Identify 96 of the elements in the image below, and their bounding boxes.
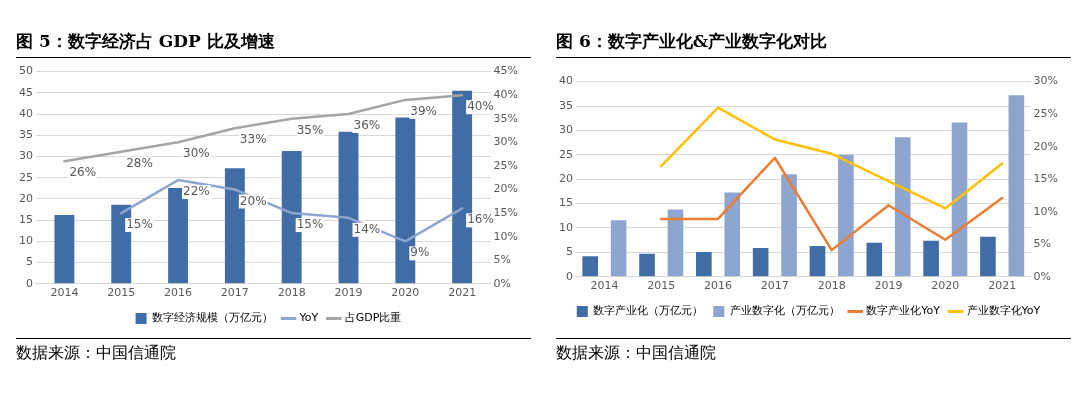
data-label: 22% — [183, 184, 210, 199]
legend-label: 数字经济规模（万亿元） — [152, 311, 274, 325]
y-tick-label: 15 — [19, 213, 33, 226]
bar — [781, 174, 797, 277]
data-label: 30% — [183, 146, 210, 161]
y-tick-label: 35 — [559, 98, 573, 112]
source-note: 数据来源：中国信通院 — [16, 338, 531, 364]
bar — [724, 192, 741, 277]
x-tick-label: 2014 — [50, 286, 79, 300]
x-tick-label: 2016 — [164, 286, 193, 300]
bar — [667, 209, 684, 277]
y-tick-label: 15 — [559, 196, 573, 210]
bar — [894, 137, 911, 277]
y-tick-label: 20 — [19, 191, 33, 205]
bar — [951, 122, 968, 277]
data-label: 33% — [239, 132, 267, 147]
data-label: 20% — [239, 193, 267, 208]
y2-tick-label: 15% — [493, 205, 518, 219]
bar — [980, 236, 996, 277]
data-label: 15% — [296, 217, 324, 232]
legend-label: 占GDP比重 — [344, 311, 402, 325]
bar — [1008, 95, 1025, 277]
data-label: 40% — [467, 99, 494, 114]
data-label: 39% — [410, 104, 437, 119]
y-tick-label: 45 — [19, 85, 33, 99]
data-label: 28% — [126, 155, 153, 170]
x-tick-label: 2021 — [988, 279, 1017, 293]
y2-tick-label: 40% — [493, 88, 518, 102]
y2-tick-label: 30% — [493, 135, 518, 149]
y-tick-label: 10 — [559, 220, 573, 234]
y2-tick-label: 20% — [493, 182, 518, 196]
y2-tick-label: 10% — [493, 229, 518, 243]
bar — [923, 240, 939, 277]
y-tick-label: 25 — [19, 170, 33, 184]
y2-tick-label: 0% — [1033, 269, 1051, 283]
bar — [610, 220, 627, 277]
x-tick-label: 2015 — [107, 286, 136, 300]
y2-tick-label: 0% — [493, 276, 511, 290]
y2-tick-label: 10% — [1033, 204, 1058, 218]
y-tick-label: 25 — [559, 147, 573, 161]
data-label: 14% — [353, 221, 381, 236]
bar — [809, 246, 826, 277]
bar — [838, 154, 854, 277]
x-tick-label: 2018 — [277, 286, 306, 300]
y2-tick-label: 30% — [1033, 74, 1058, 88]
legend-label: 数字产业化YoY — [866, 304, 941, 318]
x-tick-label: 2017 — [760, 279, 789, 293]
x-tick-label: 2015 — [647, 279, 676, 293]
x-tick-label: 2020 — [391, 286, 420, 300]
y2-tick-label: 45% — [493, 64, 518, 78]
x-tick-label: 2016 — [704, 279, 733, 293]
y-tick-label: 5 — [566, 245, 573, 259]
y-tick-label: 0 — [26, 276, 33, 290]
source-note: 数据来源：中国信通院 — [556, 338, 1071, 364]
x-tick-label: 2014 — [590, 279, 619, 293]
y-tick-label: 30 — [19, 149, 33, 163]
bar — [866, 242, 883, 277]
bar — [54, 215, 75, 284]
y-tick-label: 40 — [19, 106, 33, 120]
y2-tick-label: 35% — [493, 111, 518, 125]
bar — [582, 256, 599, 277]
data-label: 26% — [69, 165, 97, 180]
y-tick-label: 5 — [26, 255, 33, 269]
bar — [696, 251, 712, 277]
data-label: 15% — [126, 217, 153, 232]
y2-tick-label: 5% — [1033, 237, 1051, 251]
y2-tick-label: 5% — [493, 253, 511, 267]
legend-label: 产业数字化（万亿元） — [729, 304, 840, 318]
y2-tick-label: 25% — [1033, 106, 1058, 120]
legend-label: 产业数字化YoY — [966, 304, 1041, 318]
x-tick-label: 2020 — [931, 279, 960, 293]
bar — [639, 253, 655, 277]
y-tick-label: 20 — [559, 172, 573, 186]
data-label: 36% — [353, 118, 381, 133]
data-label: 35% — [296, 122, 324, 137]
chart-title: 图 6：数字产业化&产业数字化对比 — [556, 30, 1071, 58]
x-tick-label: 2017 — [220, 286, 249, 300]
data-label: 9% — [410, 245, 430, 260]
x-tick-label: 2019 — [334, 286, 363, 300]
y-tick-label: 10 — [19, 234, 33, 248]
data-label: 16% — [467, 212, 494, 227]
y2-tick-label: 15% — [1033, 172, 1058, 186]
y-tick-label: 30 — [559, 123, 573, 137]
y-tick-label: 0 — [566, 269, 573, 283]
legend-label: 数字产业化（万亿元） — [593, 304, 704, 318]
y2-tick-label: 25% — [493, 158, 518, 172]
x-tick-label: 2018 — [817, 279, 846, 293]
chart-title: 图 5：数字经济占 GDP 比及增速 — [16, 30, 531, 58]
y-tick-label: 50 — [19, 64, 33, 78]
bar — [752, 248, 769, 277]
y2-tick-label: 20% — [1033, 139, 1058, 153]
y-tick-label: 35 — [19, 128, 33, 142]
y-tick-label: 40 — [559, 74, 573, 88]
legend-label: YoY — [298, 311, 319, 325]
x-tick-label: 2021 — [448, 286, 477, 300]
x-tick-label: 2019 — [874, 279, 903, 293]
